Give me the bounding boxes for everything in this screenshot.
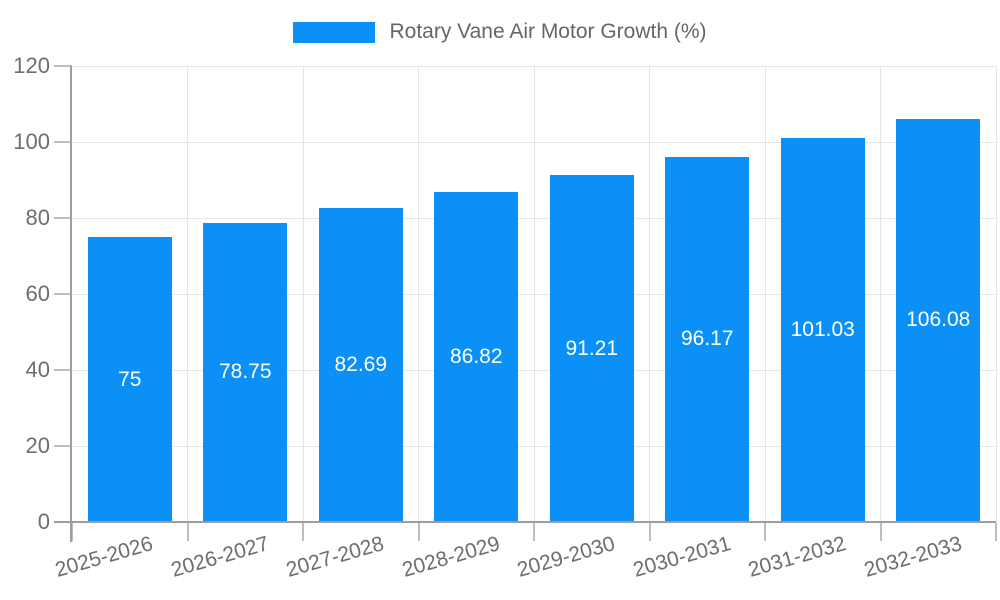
bar[interactable] <box>665 156 750 521</box>
y-axis-tick <box>54 217 72 219</box>
y-axis-tick-label: 20 <box>25 433 50 458</box>
x-gridline <box>995 66 997 522</box>
x-axis-category-label: 2032-2033 <box>861 532 965 582</box>
x-axis-tick <box>764 523 766 541</box>
bar[interactable] <box>549 175 634 521</box>
y-axis-tick <box>54 369 72 371</box>
x-gridline <box>533 66 535 522</box>
x-axis-category-label: 2026-2027 <box>168 532 272 582</box>
bar[interactable] <box>434 192 519 521</box>
x-axis-line <box>54 521 996 523</box>
x-gridline <box>764 66 766 522</box>
x-axis-category-label: 2028-2029 <box>399 532 503 582</box>
bar[interactable] <box>780 138 865 521</box>
bar[interactable] <box>318 207 403 521</box>
y-axis-tick-label: 60 <box>25 281 50 306</box>
x-gridline <box>880 66 881 522</box>
x-axis-tick <box>533 523 535 541</box>
x-gridline <box>649 66 650 522</box>
y-axis-tick-label: 100 <box>13 129 50 154</box>
y-axis-tick <box>54 445 72 447</box>
x-gridline <box>187 66 188 522</box>
chart-legend[interactable]: Rotary Vane Air Motor Growth (%) <box>0 21 1000 43</box>
legend-swatch <box>293 21 376 43</box>
legend-label: Rotary Vane Air Motor Growth (%) <box>389 20 707 43</box>
x-gridline <box>418 66 419 522</box>
bar[interactable] <box>203 222 288 521</box>
y-axis-tick <box>54 65 72 67</box>
x-axis-category-label: 2025-2026 <box>52 532 156 582</box>
x-gridline <box>302 66 304 522</box>
x-axis-category-label: 2030-2031 <box>630 532 734 582</box>
x-axis-tick <box>995 523 997 541</box>
x-axis-category-label: 2027-2028 <box>283 532 387 582</box>
bar[interactable] <box>87 237 172 521</box>
y-axis-tick-label: 0 <box>37 509 50 534</box>
x-axis-tick <box>71 523 73 541</box>
x-axis-tick <box>417 523 420 541</box>
x-axis-category-label: 2031-2032 <box>745 532 849 582</box>
x-axis-tick <box>302 523 304 541</box>
bar[interactable] <box>896 118 981 521</box>
x-axis-tick <box>648 523 651 541</box>
y-axis-tick-label: 120 <box>13 53 50 78</box>
x-axis-tick <box>879 523 882 541</box>
y-axis-tick-label: 80 <box>25 205 50 230</box>
y-axis-line <box>70 66 72 542</box>
x-axis-tick <box>186 523 189 541</box>
y-axis-tick <box>54 293 72 295</box>
y-axis-tick <box>54 141 72 143</box>
y-axis-tick-label: 40 <box>25 357 50 382</box>
x-axis-category-label: 2029-2030 <box>514 532 618 582</box>
